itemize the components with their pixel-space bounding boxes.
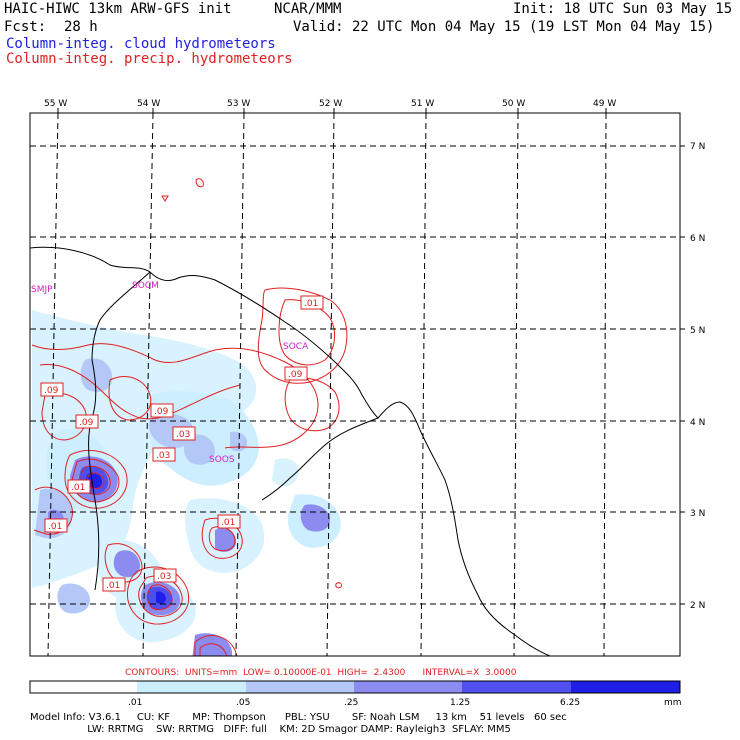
svg-text:.01: .01 [304, 299, 318, 309]
station-socm: SOCM [132, 281, 159, 291]
svg-text:.03: .03 [157, 572, 171, 582]
svg-text:.01: .01 [71, 483, 85, 493]
plot-frame [29, 112, 681, 657]
colorbar-bin [137, 681, 246, 693]
model-info-line2: LW: RRTMG SW: RRTMG DIFF: full KM: 2D Sm… [30, 724, 511, 735]
svg-text:.09: .09 [154, 407, 169, 417]
lat-label-6n: 6 N [690, 234, 705, 244]
colorbar-bin [462, 681, 571, 693]
lat-label-3n: 3 N [690, 509, 705, 519]
contour-label: .01 [217, 514, 241, 529]
colorbar-unit: mm [664, 698, 682, 708]
lon-label-54w: 54 W [137, 99, 160, 109]
svg-text:.09: .09 [288, 370, 303, 380]
init-time: Init: 18 UTC Sun 03 May 15 [513, 1, 733, 17]
svg-text:.01: .01 [106, 581, 120, 591]
valid-time: Valid: 22 UTC Mon 04 May 15 (19 LST Mon … [293, 19, 715, 35]
cloud-shading [32, 310, 341, 656]
svg-text:.01: .01 [221, 518, 235, 528]
station-smjp: SMJP [31, 285, 53, 295]
colorbar-bin [571, 681, 680, 693]
lat-label-4n: 4 N [690, 418, 705, 428]
contour-label: .01 [300, 295, 324, 310]
lon-label-55w: 55 W [44, 99, 67, 109]
colorbar-bin [246, 681, 354, 693]
colorbar-bin [354, 681, 462, 693]
station-soca: SOCA [283, 342, 309, 352]
coastlines [30, 246, 551, 656]
lon-label-50w: 50 W [502, 99, 525, 109]
lat-label-7n: 7 N [690, 142, 705, 152]
field-precip-label: Column-integ. precip. hydrometeors [6, 51, 293, 67]
svg-text:.03: .03 [156, 451, 170, 461]
lon-label-49w: 49 W [593, 99, 616, 109]
contour-label: .03 [152, 447, 176, 462]
contour-label: .01 [44, 518, 68, 533]
colorbar-bin [30, 681, 137, 693]
forecast-label: Fcst: [4, 19, 47, 35]
contour-info: CONTOURS: UNITS=mm LOW= 0.10000E-01 HIGH… [125, 668, 517, 678]
forecast-hour: 28 h [64, 19, 98, 35]
lat-label-5n: 5 N [690, 326, 705, 336]
colorbar-tick-label: .01 [128, 698, 142, 708]
colorbar-tick-label: 1.25 [450, 698, 470, 708]
contour-label: .01 [102, 577, 126, 592]
colorbar-tick-label: .05 [236, 698, 250, 708]
colorbar: .01 .05 .25 1.25 6.25 mm [29, 680, 682, 708]
contour-labels: .01 .09 .09 .09 .09 .03 .03 .01 [40, 295, 324, 592]
svg-text:.09: .09 [44, 386, 59, 396]
contour-label: .09 [40, 382, 64, 397]
lon-label-52w: 52 W [319, 99, 342, 109]
field-cloud-label: Column-integ. cloud hydrometeors [6, 36, 276, 52]
contour-label: .03 [172, 426, 196, 441]
contour-label: .03 [153, 568, 177, 583]
contour-label: .09 [150, 403, 174, 418]
contour-label: .01 [67, 479, 91, 494]
svg-text:.03: .03 [176, 430, 190, 440]
tick-marks [57, 108, 685, 605]
lon-label-53w: 53 W [227, 99, 250, 109]
model-info-line1: Model Info: V3.6.1 CU: KF MP: Thompson P… [30, 712, 567, 723]
contour-label: .09 [75, 414, 99, 429]
svg-text:.09: .09 [79, 418, 94, 428]
colorbar-tick-label: .25 [344, 698, 358, 708]
lat-label-2n: 2 N [690, 601, 705, 611]
model-title: HAIC-HIWC 13km ARW-GFS init [4, 1, 232, 17]
svg-text:.01: .01 [48, 522, 62, 532]
station-soos: SOOS [209, 455, 235, 465]
colorbar-tick-label: 6.25 [560, 698, 580, 708]
contour-label: .09 [284, 366, 308, 381]
center-label: NCAR/MMM [274, 1, 342, 17]
lon-label-51w: 51 W [411, 99, 434, 109]
